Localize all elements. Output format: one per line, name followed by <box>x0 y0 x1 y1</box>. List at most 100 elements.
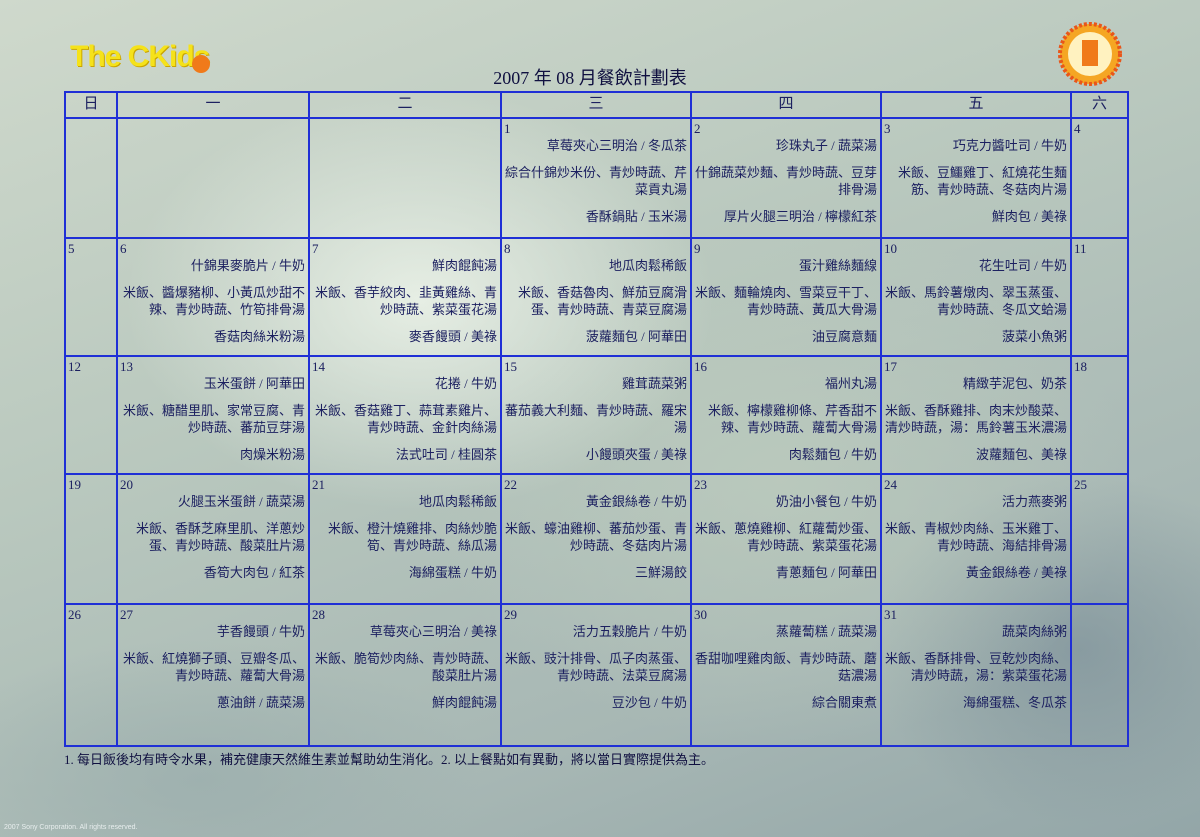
menu-item: 油豆腐意麵 <box>811 329 877 344</box>
menu: 福州丸湯 米飯、檸檬雞柳條、芹香甜不辣、青炒時蔬、蘿蔔大骨湯 肉鬆麵包 / 牛奶 <box>694 375 877 473</box>
menu-item: 海綿蛋糕、冬瓜茶 <box>962 695 1067 710</box>
menu: 奶油小餐包 / 牛奶 米飯、蔥燒雞柳、紅蘿蔔炒蛋、青炒時蔬、紫菜蛋花湯 青蔥麵包 /… <box>694 493 877 591</box>
menu: 蔬菜肉絲粥 米飯、香酥排骨、豆乾炒肉絲、清炒時蔬，湯：紫菜蛋花湯 海綿蛋糕、冬瓜茶 <box>884 623 1067 721</box>
day-cell: 9 蛋汁雞絲麵線 米飯、麵輪燒肉、雪菜豆干丁、青炒時蔬、黃瓜大骨湯 油豆腐意麵 <box>690 237 882 357</box>
menu-item: 米飯、蔥燒雞柳、紅蘿蔔炒蛋、青炒時蔬、紫菜蛋花湯 <box>694 521 877 553</box>
day-number: 10 <box>884 241 897 256</box>
weekday-header: 六 <box>1070 91 1129 119</box>
menu-item: 米飯、香酥芝麻里肌、洋蔥炒蛋、青炒時蔬、酸菜肚片湯 <box>135 521 305 553</box>
menu: 雞茸蔬菜粥 蕃茄義大利麵、青炒時蔬、羅宋湯 小饅頭夾蛋 / 美祿 <box>504 375 687 473</box>
day-number: 13 <box>120 359 133 374</box>
day-cell: 23 奶油小餐包 / 牛奶 米飯、蔥燒雞柳、紅蘿蔔炒蛋、青炒時蔬、紫菜蛋花湯 青蔥麵包… <box>690 473 882 605</box>
title: 2007 年 08 月餐飲計劃表 <box>493 68 687 88</box>
menu-item: 黃金銀絲卷 / 牛奶 <box>585 494 687 509</box>
menu-item: 綜合關東煮 <box>811 695 877 710</box>
menu-item: 米飯、糖醋里肌、家常豆腐、青炒時蔬、蕃茄豆芽湯 <box>122 403 305 435</box>
menu-item: 米飯、麵輪燒肉、雪菜豆干丁、青炒時蔬、黃瓜大骨湯 <box>694 285 877 317</box>
menu-item: 波蘿麵包、美祿 <box>975 447 1067 462</box>
menu-item: 香甜咖哩雞肉飯、青炒時蔬、蘑菇濃湯 <box>694 651 877 683</box>
menu-item: 雞茸蔬菜粥 <box>621 376 687 391</box>
day-cell: 6 什錦果麥脆片 / 牛奶 米飯、醬爆豬柳、小黃瓜炒甜不辣、青炒時蔬、竹筍排骨湯 香菇… <box>116 237 310 357</box>
menu-item: 小饅頭夾蛋 / 美祿 <box>585 447 687 462</box>
copyright: 2007 Sony Corporation. All rights reserv… <box>4 824 138 831</box>
menu-item: 肉鬆麵包 / 牛奶 <box>788 447 877 462</box>
day-cell: 24 活力燕麥粥 米飯、青椒炒肉絲、玉米雞丁、青炒時蔬、海結排骨湯 黃金銀絲卷 / 美… <box>880 473 1072 605</box>
day-number: 21 <box>312 477 325 492</box>
menu: 蛋汁雞絲麵線 米飯、麵輪燒肉、雪菜豆干丁、青炒時蔬、黃瓜大骨湯 油豆腐意麵 <box>694 257 877 355</box>
menu-item: 米飯、香菇魯肉、鮮茄豆腐滑蛋、青炒時蔬、青菜豆腐湯 <box>517 285 687 317</box>
weekday-header: 二 <box>308 91 502 119</box>
day-cell: 12 <box>64 355 118 475</box>
day-number: 8 <box>504 241 511 256</box>
day-cell: 15 雞茸蔬菜粥 蕃茄義大利麵、青炒時蔬、羅宋湯 小饅頭夾蛋 / 美祿 <box>500 355 692 475</box>
logo-dot <box>192 55 210 73</box>
day-number: 15 <box>504 359 517 374</box>
badge <box>1058 22 1122 86</box>
menu: 花捲 / 牛奶米飯、香菇雞丁、蒜茸素雞片、青炒時蔬、金針肉絲湯法式吐司 / 桂圓… <box>312 375 497 473</box>
menu-item: 三鮮湯餃 <box>634 565 687 580</box>
menu-item: 香菇肉絲米粉湯 <box>213 329 305 344</box>
day-cell <box>308 117 502 239</box>
weekday-header: 四 <box>690 91 882 119</box>
menu-item: 黃金銀絲卷 / 美祿 <box>965 565 1067 580</box>
day-number: 3 <box>884 121 891 136</box>
day-number: 11 <box>1074 241 1087 256</box>
day-number: 20 <box>120 477 133 492</box>
day-number: 9 <box>694 241 701 256</box>
weekday-header: 一 <box>116 91 310 119</box>
menu-item: 豆沙包 / 牛奶 <box>611 695 687 710</box>
menu-item: 玉米蛋餅 / 阿華田 <box>203 376 305 391</box>
day-cell: 7 鮮肉餛飩湯 米飯、香芋絞肉、韭黃雞絲、青炒時蔬、紫菜蛋花湯 麥香饅頭 / 美祿 <box>308 237 502 357</box>
menu-item: 米飯、香菇雞丁、蒜茸素雞片、青炒時蔬、金針肉絲湯 <box>314 403 497 435</box>
menu-item: 法式吐司 / 桂圓茶 <box>395 447 497 462</box>
day-number: 26 <box>68 607 81 622</box>
menu: 玉米蛋餅 / 阿華田 米飯、糖醋里肌、家常豆腐、青炒時蔬、蕃茄豆芽湯 肉燥米粉湯 <box>120 375 305 473</box>
day-number: 22 <box>504 477 517 492</box>
day-cell: 10 花生吐司 / 牛奶 米飯、馬鈴薯燉肉、翠玉蒸蛋、青炒時蔬、冬瓜文蛤湯 菠菜小魚粥 <box>880 237 1072 357</box>
menu: 蒸蘿蔔糕 / 蔬菜湯香甜咖哩雞肉飯、青炒時蔬、蘑菇濃湯綜合關東煮 <box>694 623 877 721</box>
menu-item: 香筍大肉包 / 紅茶 <box>203 565 305 580</box>
day-cell: 14 花捲 / 牛奶 米飯、香菇雞丁、蒜茸素雞片、青炒時蔬、金針肉絲湯 法式吐司 / … <box>308 355 502 475</box>
day-cell <box>116 117 310 239</box>
menu-item: 米飯、香酥排骨、豆乾炒肉絲、清炒時蔬，湯：紫菜蛋花湯 <box>884 651 1067 683</box>
day-cell: 3 巧克力醬吐司 / 牛奶 米飯、豆鱷雞丁、紅燒花生麵筋、青炒時蔬、冬菇肉片湯 鮮肉包… <box>880 117 1072 239</box>
day-cell: 1 草莓夾心三明治 / 冬瓜茶 綜合什錦炒米份、青炒時蔬、芹菜貢丸湯 香酥鍋貼 / 玉… <box>500 117 692 239</box>
day-number: 23 <box>694 477 707 492</box>
menu-item: 花捲 / 牛奶 <box>434 376 497 391</box>
menu: 火腿玉米蛋餅 / 蔬菜湯 米飯、香酥芝麻里肌、洋蔥炒蛋、青炒時蔬、酸菜肚片湯 香筍大… <box>120 493 305 591</box>
menu-item: 福州丸湯 <box>824 376 877 391</box>
menu-item: 珍珠丸子 / 蔬菜湯 <box>775 138 877 153</box>
menu-item: 什錦果麥脆片 / 牛奶 <box>190 258 305 273</box>
menu-item: 米飯、蠔油雞柳、蕃茄炒蛋、青炒時蔬、冬菇肉片湯 <box>504 521 687 553</box>
day-number: 6 <box>120 241 127 256</box>
day-cell: 25 <box>1070 473 1129 605</box>
menu: 黃金銀絲卷 / 牛奶米飯、蠔油雞柳、蕃茄炒蛋、青炒時蔬、冬菇肉片湯三鮮湯餃 <box>504 493 687 591</box>
menu-item: 蒸蘿蔔糕 / 蔬菜湯 <box>775 624 877 639</box>
day-cell: 19 <box>64 473 118 605</box>
menu-item: 香酥鍋貼 / 玉米湯 <box>585 209 687 224</box>
menu-item: 地瓜肉鬆稀飯 <box>608 258 687 273</box>
day-number: 12 <box>68 359 81 374</box>
day-cell: 27 芋香饅頭 / 牛奶 米飯、紅燒獅子頭、豆瓣冬瓜、青炒時蔬、蘿蔔大骨湯 蔥油餅 /… <box>116 603 310 747</box>
menu-item: 綜合什錦炒米份、青炒時蔬、芹菜貢丸湯 <box>504 165 687 197</box>
day-number: 31 <box>884 607 897 622</box>
menu: 芋香饅頭 / 牛奶 米飯、紅燒獅子頭、豆瓣冬瓜、青炒時蔬、蘿蔔大骨湯 蔥油餅 / 蔬… <box>120 623 305 721</box>
menu: 什錦果麥脆片 / 牛奶 米飯、醬爆豬柳、小黃瓜炒甜不辣、青炒時蔬、竹筍排骨湯 香菇肉… <box>120 257 305 355</box>
menu-item: 米飯、馬鈴薯燉肉、翠玉蒸蛋、青炒時蔬、冬瓜文蛤湯 <box>884 285 1067 317</box>
day-number: 27 <box>120 607 133 622</box>
day-cell: 31 蔬菜肉絲粥 米飯、香酥排骨、豆乾炒肉絲、清炒時蔬，湯：紫菜蛋花湯 海綿蛋糕、冬瓜… <box>880 603 1072 747</box>
menu: 地瓜肉鬆稀飯米飯、香菇魯肉、鮮茄豆腐滑蛋、青炒時蔬、青菜豆腐湯菠蘿麵包 / 阿華… <box>504 257 687 355</box>
day-number: 30 <box>694 607 707 622</box>
menu-item: 奶油小餐包 / 牛奶 <box>775 494 877 509</box>
menu-item: 什錦蔬菜炒麵、青炒時蔬、豆芽排骨湯 <box>694 165 877 197</box>
weekday-header: 日 <box>64 91 118 119</box>
day-number: 28 <box>312 607 325 622</box>
menu-item: 麥香饅頭 / 美祿 <box>408 329 497 344</box>
menu-item: 菠蘿麵包 / 阿華田 <box>585 329 687 344</box>
menu: 鮮肉餛飩湯 米飯、香芋絞肉、韭黃雞絲、青炒時蔬、紫菜蛋花湯 麥香饅頭 / 美祿 <box>312 257 497 355</box>
day-cell: 4 <box>1070 117 1129 239</box>
day-cell: 18 <box>1070 355 1129 475</box>
menu-item: 巧克力醬吐司 / 牛奶 <box>952 138 1067 153</box>
day-cell: 2 珍珠丸子 / 蔬菜湯 什錦蔬菜炒麵、青炒時蔬、豆芽排骨湯 厚片火腿三明治 / 檸檬… <box>690 117 882 239</box>
